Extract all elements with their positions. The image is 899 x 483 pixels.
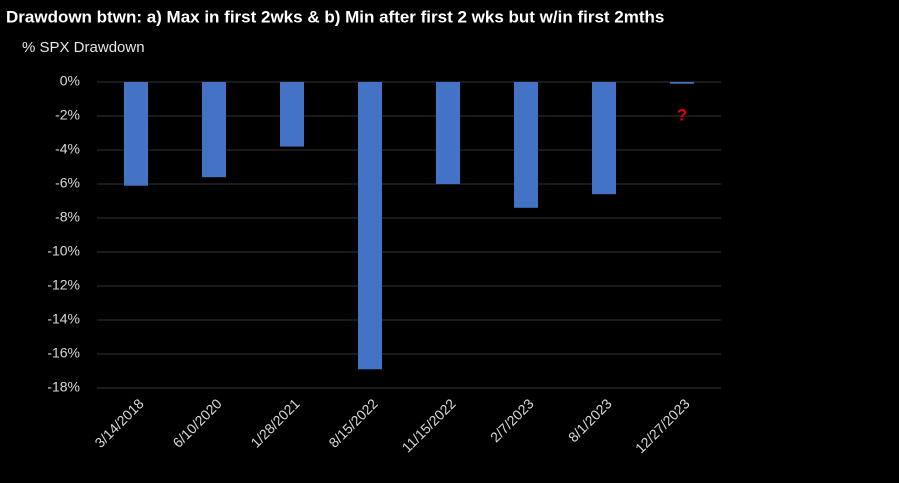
- y-tick-label: -6%: [55, 175, 80, 191]
- y-tick-label: -12%: [47, 277, 80, 293]
- annotation: ?: [677, 105, 687, 124]
- y-tick-label: -8%: [55, 209, 80, 225]
- bar: [670, 82, 694, 84]
- bar: [592, 82, 616, 195]
- bar: [280, 82, 304, 147]
- y-tick-label: -4%: [55, 141, 80, 157]
- bar: [436, 82, 460, 184]
- bar: [514, 82, 538, 208]
- y-tick-label: -2%: [55, 107, 80, 123]
- chart-title: Drawdown btwn: a) Max in first 2wks & b)…: [6, 7, 664, 26]
- chart-subtitle: % SPX Drawdown: [22, 39, 145, 56]
- y-tick-label: -14%: [47, 311, 80, 327]
- y-tick-label: 0%: [60, 73, 80, 89]
- bar: [202, 82, 226, 178]
- bar: [358, 82, 382, 370]
- y-tick-label: -18%: [47, 379, 80, 395]
- y-tick-label: -16%: [47, 345, 80, 361]
- y-tick-label: -10%: [47, 243, 80, 259]
- bar: [124, 82, 148, 186]
